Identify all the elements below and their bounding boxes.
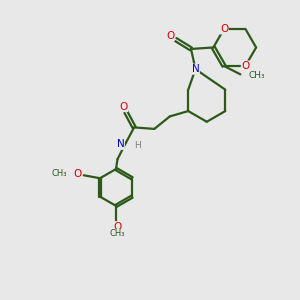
Text: O: O	[241, 61, 250, 71]
Text: H: H	[134, 141, 141, 150]
Text: CH₃: CH₃	[52, 169, 68, 178]
Text: N: N	[192, 64, 199, 74]
Text: CH₃: CH₃	[249, 71, 265, 80]
Text: N: N	[117, 140, 124, 149]
Text: O: O	[74, 169, 82, 179]
Text: O: O	[220, 24, 228, 34]
Text: O: O	[119, 102, 128, 112]
Text: O: O	[113, 222, 122, 232]
Text: CH₃: CH₃	[110, 229, 125, 238]
Text: O: O	[166, 31, 174, 41]
